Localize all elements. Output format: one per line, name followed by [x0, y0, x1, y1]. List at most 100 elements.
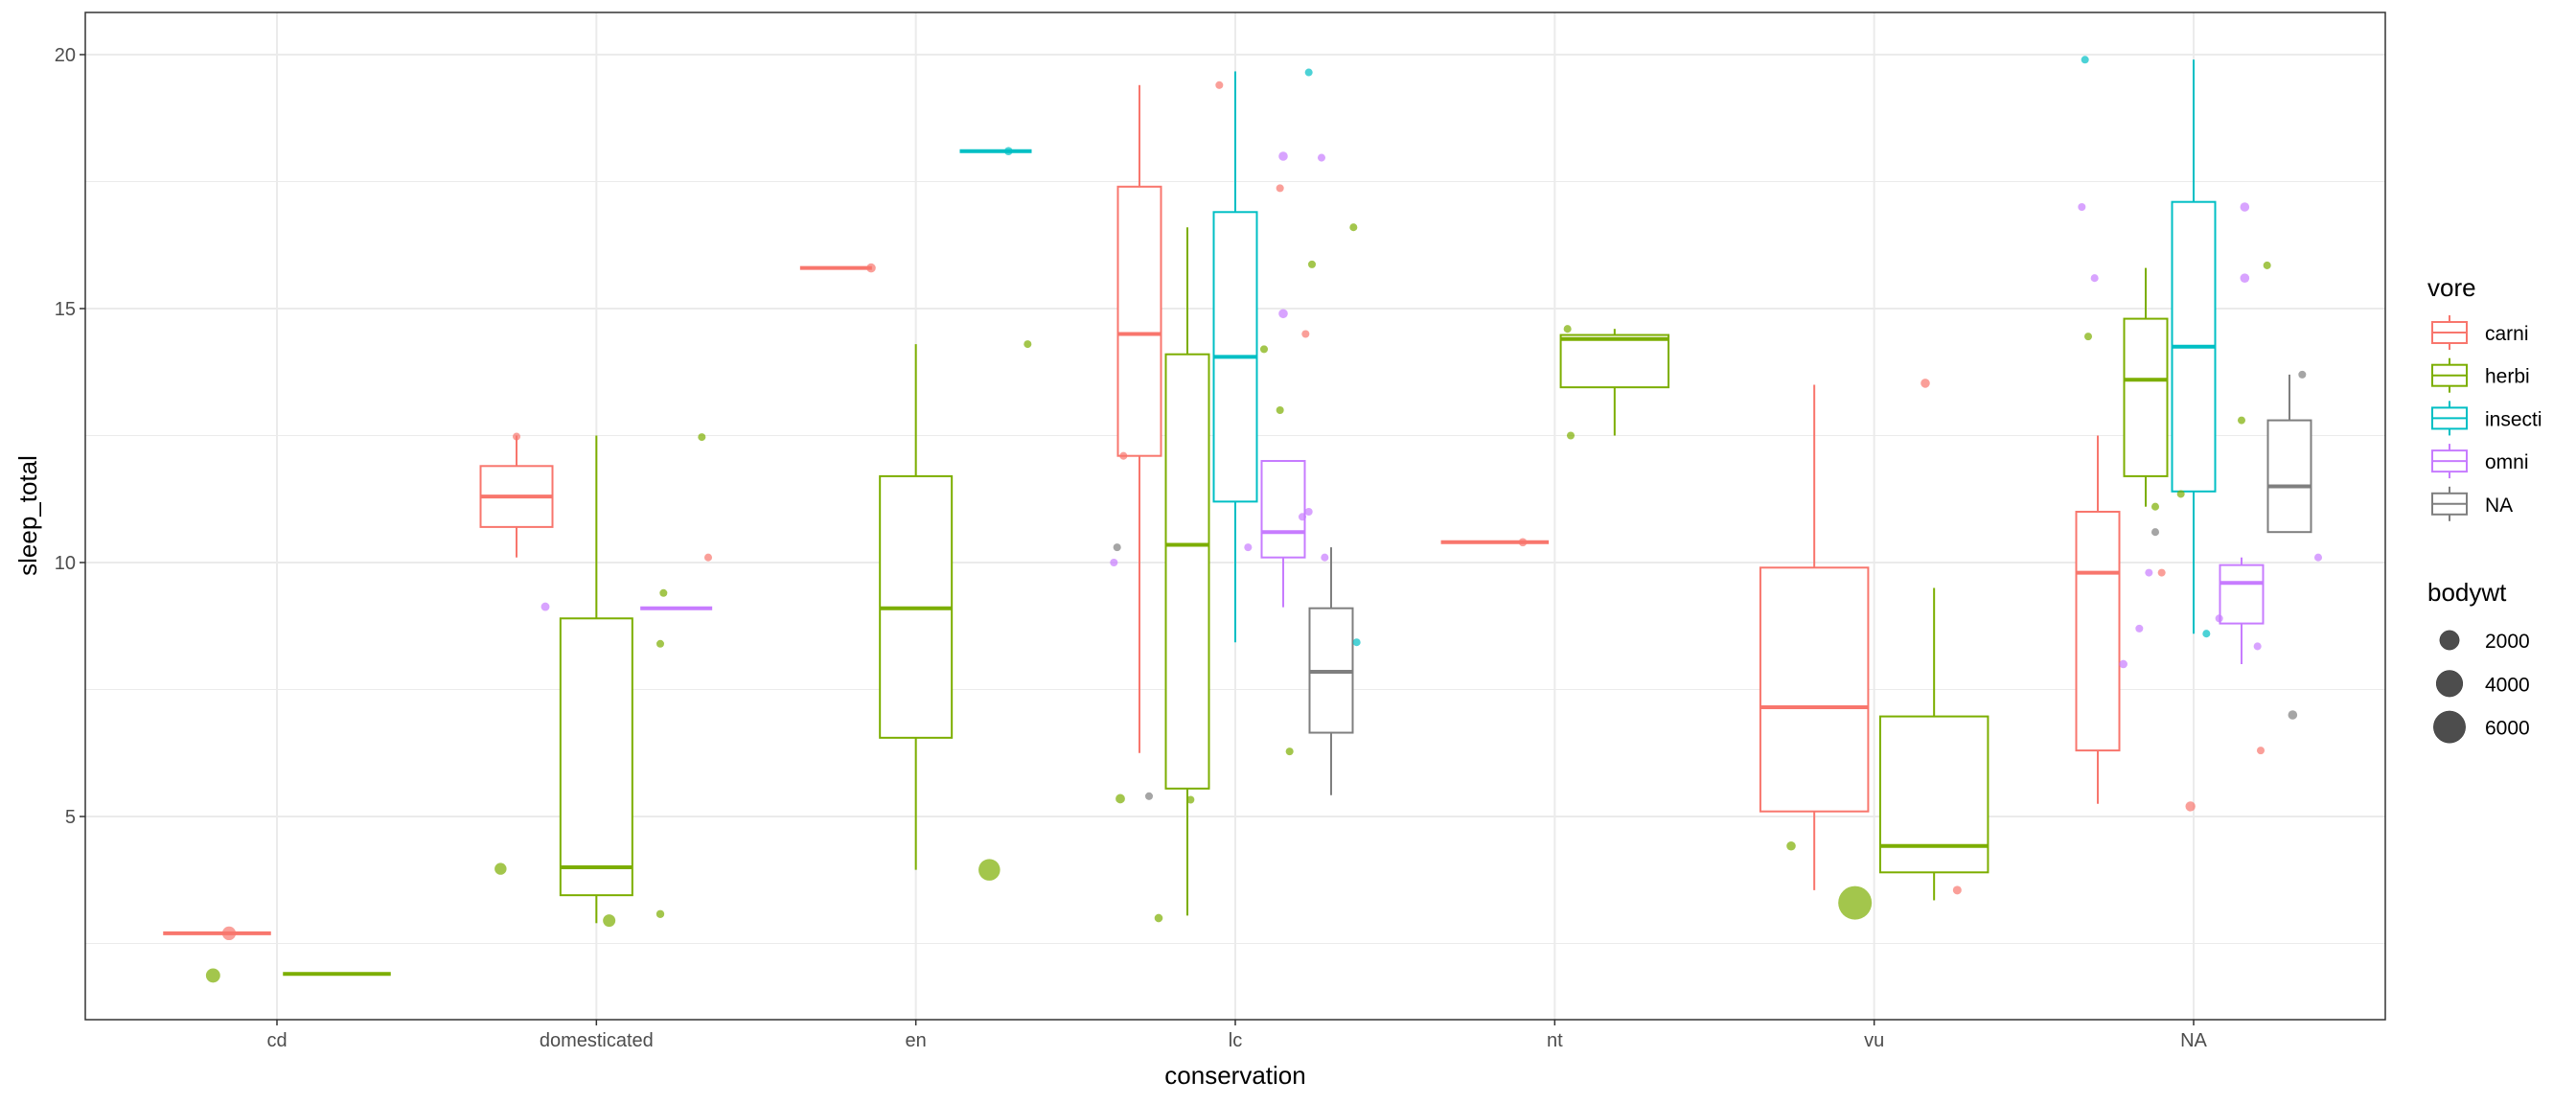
point-herbi — [1838, 886, 1873, 920]
point-omni — [2090, 274, 2099, 283]
point-herbi — [659, 588, 668, 597]
point-omni — [1278, 309, 1288, 319]
legend-label: omni — [2485, 451, 2529, 473]
box-domesticated-carni — [479, 435, 554, 558]
point-omni — [2240, 202, 2250, 212]
point-omni — [2135, 624, 2144, 632]
point-NA — [2150, 528, 2160, 537]
point-NA — [2298, 370, 2307, 379]
legend-size-label: 2000 — [2485, 631, 2530, 653]
point-herbi — [1786, 840, 1796, 851]
box-body — [1759, 566, 1870, 813]
x-tick-label: en — [906, 1030, 927, 1051]
legend-key-insecti: insecti — [2431, 401, 2542, 436]
x-tick-label: domesticated — [540, 1030, 654, 1051]
point-insecti — [2202, 630, 2211, 638]
box-body — [1116, 185, 1162, 457]
point-carni — [1119, 451, 1128, 460]
point-insecti — [1304, 68, 1313, 77]
box-lc-insecti — [1212, 71, 1258, 643]
point-omni — [1321, 553, 1329, 562]
point-carni — [1952, 886, 1962, 895]
point-carni — [221, 926, 237, 941]
points-layer — [205, 56, 2323, 983]
point-NA — [2288, 710, 2298, 720]
x-tick-label: NA — [2180, 1030, 2207, 1051]
point-omni — [1244, 543, 1253, 552]
point-herbi — [603, 914, 616, 928]
x-tick-label: cd — [266, 1030, 287, 1051]
point-herbi — [978, 859, 1000, 881]
box-body — [1559, 334, 1670, 389]
box-domesticated-herbi — [559, 435, 633, 924]
box-en-herbi — [879, 344, 954, 870]
point-omni — [2145, 568, 2153, 577]
legend-key-NA: NA — [2431, 486, 2513, 521]
legend-size-circle — [2435, 670, 2464, 698]
point-herbi — [1116, 794, 1125, 804]
legend-key-carni: carni — [2431, 315, 2529, 350]
point-omni — [1304, 507, 1313, 517]
point-carni — [1215, 80, 1224, 89]
legend-size-label: 4000 — [2485, 674, 2530, 696]
legend-bodywt-title: bodywt — [2427, 578, 2507, 607]
point-herbi — [656, 639, 665, 648]
point-carni — [866, 263, 876, 273]
legend-vore: vore carni herbi insecti omni NA — [2427, 273, 2542, 521]
point-carni — [1518, 538, 1528, 547]
point-herbi — [205, 968, 220, 983]
point-herbi — [698, 433, 706, 442]
box-lc-omni — [1260, 459, 1306, 608]
y-axis: 5 10 15 20 — [55, 45, 85, 828]
point-insecti — [2081, 56, 2089, 64]
point-herbi — [656, 909, 665, 918]
box-body — [2266, 419, 2312, 534]
point-omni — [2119, 659, 2128, 669]
box-body — [559, 617, 633, 897]
point-herbi — [2176, 490, 2185, 498]
box-NA-insecti — [2171, 59, 2217, 634]
legend-key-herbi: herbi — [2431, 357, 2530, 393]
legend-label: herbi — [2485, 366, 2530, 388]
boxes-layer — [163, 59, 2312, 977]
legend-bodywt: bodywt 2000 4000 6000 — [2427, 578, 2530, 744]
y-axis-title: sleep_total — [13, 455, 42, 576]
point-carni — [1920, 379, 1930, 388]
point-omni — [2313, 553, 2323, 562]
y-tick-label: 15 — [55, 299, 76, 320]
box-lc-carni — [1116, 84, 1162, 753]
legend-key-omni: omni — [2431, 444, 2529, 479]
point-herbi — [1259, 345, 1269, 354]
point-omni — [1317, 153, 1326, 162]
y-tick-label: 5 — [65, 807, 76, 828]
point-carni — [1276, 184, 1284, 193]
point-insecti — [1352, 638, 1361, 647]
point-omni — [540, 602, 550, 611]
box-vu-carni — [1759, 384, 1870, 890]
legend-vore-title: vore — [2427, 273, 2476, 302]
box-vu-herbi — [1878, 587, 1990, 901]
box-lc-NA — [1308, 547, 1354, 795]
x-axis-title: conservation — [1164, 1061, 1305, 1090]
box-body — [1260, 459, 1306, 559]
y-tick-label: 20 — [55, 45, 76, 66]
box-body — [2123, 317, 2169, 477]
box-lc-herbi — [1164, 227, 1210, 916]
point-herbi — [1285, 748, 1294, 756]
legend-label: NA — [2485, 494, 2513, 517]
point-omni — [1298, 513, 1307, 521]
point-omni — [2215, 614, 2223, 623]
point-carni — [703, 553, 713, 562]
legend-label: insecti — [2485, 408, 2542, 430]
point-carni — [512, 432, 521, 441]
point-herbi — [2083, 333, 2093, 341]
box-body — [1878, 715, 1990, 874]
point-NA — [1113, 543, 1121, 552]
point-carni — [1301, 330, 1310, 338]
point-omni — [2240, 273, 2250, 283]
point-omni — [2078, 202, 2086, 212]
legend-size-label: 6000 — [2485, 718, 2530, 740]
point-carni — [2185, 801, 2196, 812]
point-carni — [2256, 747, 2266, 755]
